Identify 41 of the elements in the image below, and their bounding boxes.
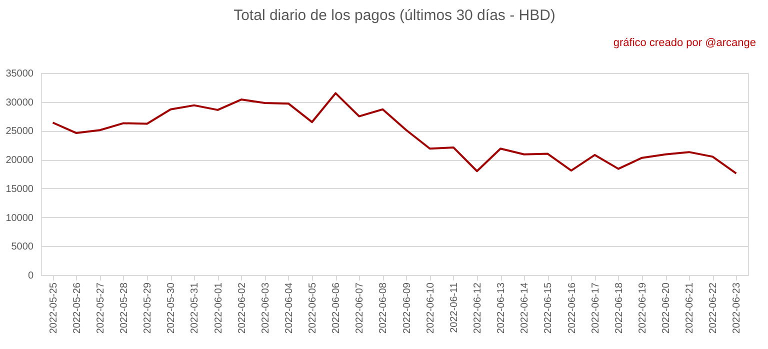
x-tick-label: 2022-06-09 (402, 282, 413, 334)
x-tick-label: 2022-06-05 (308, 282, 319, 334)
x-tick-label: 2022-06-23 (732, 282, 743, 334)
x-tick-label: 2022-05-28 (118, 282, 130, 334)
x-tick-label: 2022-06-18 (614, 282, 625, 334)
x-tick-label: 2022-06-15 (543, 282, 554, 334)
x-tick-label: 2022-06-01 (213, 282, 224, 334)
y-tick-label: 35000 (6, 68, 34, 80)
x-tick-label: 2022-06-04 (284, 282, 295, 334)
x-tick-label: 2022-06-10 (425, 282, 436, 334)
x-tick-label: 2022-05-25 (48, 282, 60, 334)
y-tick-label: 5000 (11, 242, 34, 253)
x-tick-label: 2022-06-07 (354, 282, 366, 334)
x-tick-label: 2022-06-12 (472, 282, 484, 334)
chart-title: Total diario de los pagos (últimos 30 días - HBD) (234, 7, 556, 24)
x-tick-label: 2022-06-17 (590, 282, 602, 334)
x-tick-label: 2022-05-29 (142, 282, 154, 334)
x-tick-label: 2022-06-11 (448, 282, 460, 333)
x-tick-label: 2022-05-30 (166, 282, 178, 334)
x-tick-label: 2022-06-14 (520, 282, 531, 334)
x-tick-label: 2022-06-22 (708, 282, 720, 334)
x-tick-label: 2022-06-02 (236, 282, 248, 334)
x-tick-label: 2022-06-08 (378, 282, 390, 334)
y-tick-label: 25000 (6, 126, 34, 138)
x-tick-label: 2022-06-03 (260, 282, 272, 334)
x-tick-label: 2022-05-26 (72, 282, 83, 334)
y-tick-label: 10000 (6, 212, 34, 224)
y-tick-label: 20000 (6, 155, 34, 166)
x-tick-label: 2022-06-20 (661, 282, 672, 334)
x-tick-label: 2022-05-31 (190, 282, 201, 334)
y-tick-label: 15000 (6, 184, 34, 195)
line-series (52, 92, 738, 174)
x-tick-label: 2022-06-19 (637, 282, 648, 334)
y-tick-label: 30000 (6, 97, 34, 108)
x-tick-label: 2022-06-21 (684, 282, 696, 334)
x-tick-label: 2022-05-27 (95, 282, 106, 334)
x-tick-label: 2022-06-13 (496, 282, 508, 334)
text: gráfico creado por @arcange (613, 37, 756, 49)
x-tick-label: 2022-06-06 (331, 282, 342, 334)
y-tick-label: 0 (28, 270, 34, 282)
x-tick-label: 2022-06-16 (566, 282, 578, 334)
